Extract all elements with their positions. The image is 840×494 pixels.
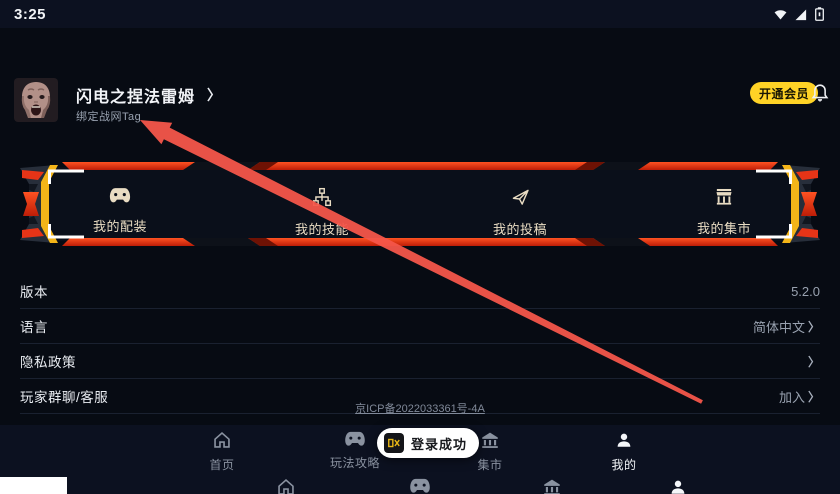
my-market-label: 我的集市	[696, 221, 751, 236]
privacy-policy-value: 〉	[805, 353, 820, 370]
toast-message: 登录成功	[411, 436, 468, 452]
clock: 3:25	[14, 5, 47, 23]
nav-market[interactable]: 集市	[442, 431, 538, 473]
version-value: 5.2.0	[791, 283, 820, 299]
nav-guides[interactable]: 玩法攻略	[307, 431, 403, 471]
my-skills-label: 我的技能	[294, 222, 349, 237]
community-support-value: 加入 〉	[778, 389, 820, 405]
paper-plane-icon	[510, 189, 531, 211]
gamepad-icon[interactable]	[409, 478, 431, 494]
setting-row-community-support[interactable]: 玩家群聊/客服 加入 〉	[20, 379, 820, 414]
my-market-button[interactable]: 我的集市	[659, 187, 789, 237]
gamepad-icon	[344, 431, 366, 451]
avatar[interactable]	[14, 78, 58, 122]
gamepad-icon	[109, 188, 131, 208]
signal-icon	[793, 7, 808, 22]
market-stall-icon	[714, 188, 734, 210]
home-icon[interactable]	[276, 478, 298, 494]
chevron-right-icon: 〉	[807, 354, 820, 369]
app-logo-icon	[384, 433, 404, 453]
open-membership-button[interactable]: 开通会员	[750, 82, 819, 104]
setting-row-version: 版本 5.2.0	[20, 274, 820, 309]
chevron-right-icon: 〉	[207, 87, 222, 103]
chevron-right-icon: 〉	[807, 389, 820, 404]
profile-name-row[interactable]: 闪电之捏法雷姆 〉	[76, 83, 221, 107]
icp-footer: 京ICP备2022033361号-4A	[0, 399, 840, 417]
nav-profile[interactable]: 我的	[576, 431, 672, 473]
profile-shortcut-banner: 我的配装 我的技能 我的投稿 我的集市	[20, 160, 820, 248]
my-loadout-button[interactable]: 我的配装	[55, 187, 185, 235]
language-value: 简体中文 〉	[752, 319, 820, 335]
person-icon[interactable]	[669, 478, 691, 494]
battery-icon	[813, 6, 826, 22]
nav-home-label: 首页	[209, 458, 235, 472]
setting-row-privacy-policy[interactable]: 隐私政策 〉	[20, 344, 820, 379]
home-icon	[212, 431, 232, 453]
skill-tree-icon	[312, 187, 332, 211]
nav-profile-label: 我的	[611, 458, 637, 472]
community-support-label: 玩家群聊/客服	[20, 390, 109, 405]
partial-nav-bar	[0, 475, 840, 494]
wifi-icon	[773, 7, 788, 22]
nav-guides-label: 玩法攻略	[329, 456, 380, 470]
my-loadout-label: 我的配装	[92, 219, 147, 234]
nav-home[interactable]: 首页	[174, 431, 270, 473]
market-icon[interactable]	[542, 478, 564, 494]
notification-bell-icon[interactable]	[809, 82, 831, 104]
status-bar: 3:25	[0, 0, 840, 28]
person-icon	[615, 433, 633, 453]
my-posts-label: 我的投稿	[492, 222, 547, 237]
nav-market-label: 集市	[477, 458, 503, 472]
bind-battlenet-tag-label[interactable]: 绑定战网Tag	[76, 111, 142, 123]
icp-license-link[interactable]: 京ICP备2022033361号-4A	[355, 403, 485, 415]
version-label: 版本	[20, 285, 48, 300]
chevron-right-icon: 〉	[807, 319, 820, 334]
username: 闪电之捏法雷姆	[76, 89, 196, 106]
privacy-policy-label: 隐私政策	[20, 355, 76, 370]
language-label: 语言	[20, 320, 48, 335]
setting-row-language[interactable]: 语言 简体中文 〉	[20, 309, 820, 344]
my-posts-button[interactable]: 我的投稿	[455, 187, 585, 238]
settings-list: 版本 5.2.0 语言 简体中文 〉 隐私政策 〉 玩家群聊/客服 加入 〉	[20, 274, 820, 414]
login-success-toast: 登录成功	[377, 428, 480, 458]
my-skills-button[interactable]: 我的技能	[257, 187, 387, 238]
market-icon	[480, 432, 500, 453]
white-corner-rectangle	[0, 477, 67, 494]
